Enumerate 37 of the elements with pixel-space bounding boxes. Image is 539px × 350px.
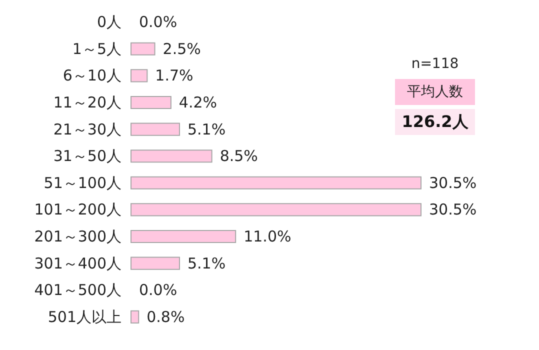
data-label: 5.1% <box>187 120 226 138</box>
data-label: 0.0% <box>139 281 178 300</box>
bar <box>130 42 156 56</box>
y-tick-label: 21～30人 <box>53 120 122 138</box>
annotation: 126.2人 <box>395 109 475 135</box>
y-tick-label: 401～500人 <box>34 281 122 300</box>
data-label: 11.0% <box>244 228 292 246</box>
bar <box>130 150 212 163</box>
y-tick-label: 101～200人 <box>34 200 122 219</box>
y-tick-label: 201～300人 <box>34 228 122 246</box>
annotation: 平均人数 <box>395 79 475 105</box>
data-label: 30.5% <box>429 200 477 219</box>
y-tick-label: 51～100人 <box>44 174 122 192</box>
annotation: n=118 <box>410 56 460 72</box>
data-label: 5.1% <box>187 254 226 272</box>
bar <box>130 203 422 216</box>
y-tick-label: 501人以上 <box>48 308 122 326</box>
data-label: 0.0% <box>139 13 178 32</box>
data-label: 2.5% <box>162 40 201 58</box>
data-label: 1.7% <box>155 66 194 85</box>
bar <box>130 96 172 110</box>
data-label: 0.8% <box>146 308 185 326</box>
y-tick-label: 301～400人 <box>34 254 122 272</box>
y-tick-label: 31～50人 <box>53 147 122 166</box>
bar <box>130 310 140 324</box>
y-tick-label: 6～10人 <box>62 66 122 85</box>
bar <box>130 256 180 270</box>
y-tick-label: 0人 <box>96 13 122 32</box>
bar <box>130 122 180 136</box>
y-tick-label: 11～20人 <box>53 93 122 112</box>
bar <box>130 230 236 244</box>
data-label: 30.5% <box>429 174 477 192</box>
data-label: 8.5% <box>220 147 258 166</box>
bar <box>130 176 422 190</box>
y-tick-label: 1～5人 <box>72 40 122 58</box>
bar <box>130 69 148 82</box>
data-label: 4.2% <box>178 93 218 112</box>
